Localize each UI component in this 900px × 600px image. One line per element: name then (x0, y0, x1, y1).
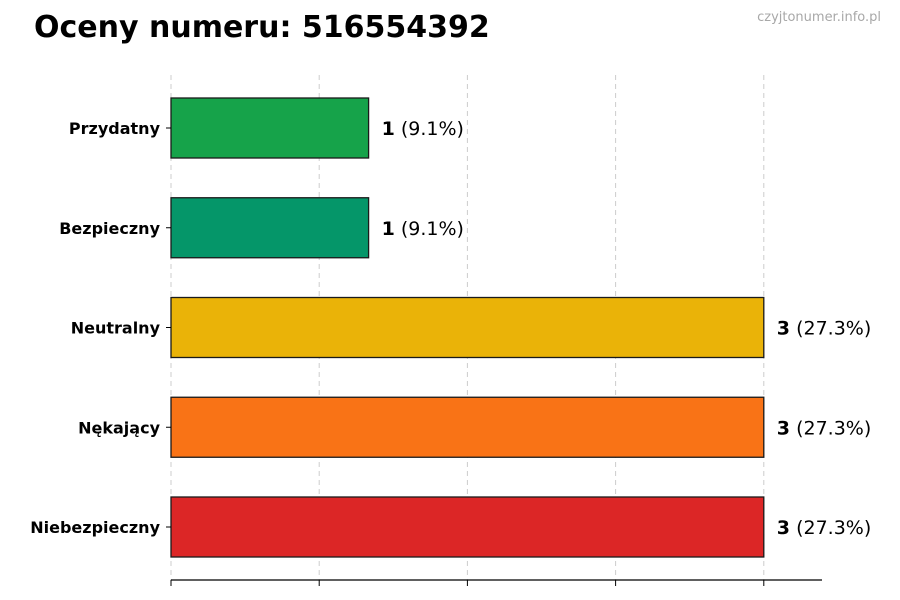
category-label: Przydatny (69, 119, 161, 138)
bar (170, 396, 765, 458)
value-label: 3 (27.3%) (777, 417, 871, 439)
bar (170, 496, 765, 558)
labels: Przydatny 1 (9.1%) Bezpieczny 1 (9.1%) Neutr… (30, 118, 871, 539)
value-label: 1 (9.1%) (382, 118, 464, 140)
category-label: Bezpieczny (59, 219, 160, 238)
value-count: 1 (382, 118, 395, 140)
category-label: Nękający (78, 418, 160, 437)
bars (170, 97, 765, 558)
bar (170, 97, 370, 159)
value-label: 1 (9.1%) (382, 218, 464, 240)
bar (170, 296, 765, 359)
axes (166, 127, 822, 586)
bar (170, 197, 370, 259)
value-label: 3 (27.3%) (777, 517, 871, 539)
chart-title: Oceny numeru: 516554392 (34, 10, 490, 45)
value-label: 3 (27.3%) (777, 318, 871, 340)
value-percent: (27.3%) (790, 417, 871, 439)
value-percent: (27.3%) (790, 318, 871, 340)
value-percent: (9.1%) (395, 118, 464, 140)
value-percent: (9.1%) (395, 218, 464, 240)
category-label: Niebezpieczny (30, 518, 160, 537)
watermark: czyjtonumer.info.pl (757, 10, 881, 25)
value-count: 1 (382, 218, 395, 240)
value-count: 3 (777, 417, 790, 439)
value-count: 3 (777, 517, 790, 539)
value-count: 3 (777, 318, 790, 340)
value-percent: (27.3%) (790, 517, 871, 539)
category-label: Neutralny (71, 319, 161, 338)
